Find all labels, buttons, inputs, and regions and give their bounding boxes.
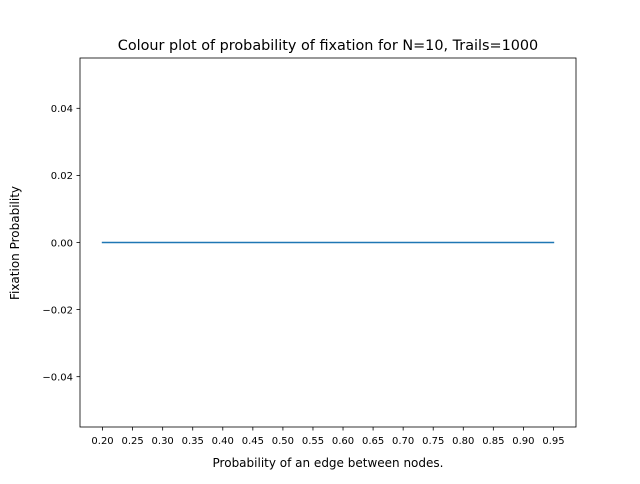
x-tick-label: 0.45 (242, 436, 264, 447)
x-axis-label: Probability of an edge between nodes. (213, 456, 444, 470)
y-tick-label: −0.02 (42, 305, 73, 316)
chart-title: Colour plot of probability of fixation f… (118, 38, 538, 54)
y-tick-label: 0.00 (51, 238, 73, 249)
y-tick-label: 0.02 (51, 171, 73, 182)
x-tick-label: 0.70 (392, 436, 414, 447)
x-tick-label: 0.30 (152, 436, 174, 447)
x-tick-label: 0.75 (422, 436, 444, 447)
x-tick-label: 0.25 (121, 436, 143, 447)
x-tick-label: 0.60 (332, 436, 354, 447)
x-tick-label: 0.20 (91, 436, 113, 447)
y-axis-label: Fixation Probability (8, 186, 22, 300)
x-tick-label: 0.35 (182, 436, 204, 447)
x-tick-label: 0.50 (272, 436, 294, 447)
y-tick-label: 0.04 (51, 104, 73, 115)
x-tick-label: 0.65 (362, 436, 384, 447)
x-tick-label: 0.55 (302, 436, 324, 447)
plot-area: −0.04 −0.02 0.00 0.02 0.04 0.20 0.25 0.30 0.35 0.… (42, 57, 577, 447)
x-tick-label: 0.90 (512, 436, 534, 447)
x-tick-label: 0.85 (482, 436, 504, 447)
x-tick-label: 0.80 (452, 436, 474, 447)
y-tick-label: −0.04 (42, 372, 73, 383)
x-tick-label: 0.40 (212, 436, 234, 447)
x-tick-label: 0.95 (542, 436, 564, 447)
